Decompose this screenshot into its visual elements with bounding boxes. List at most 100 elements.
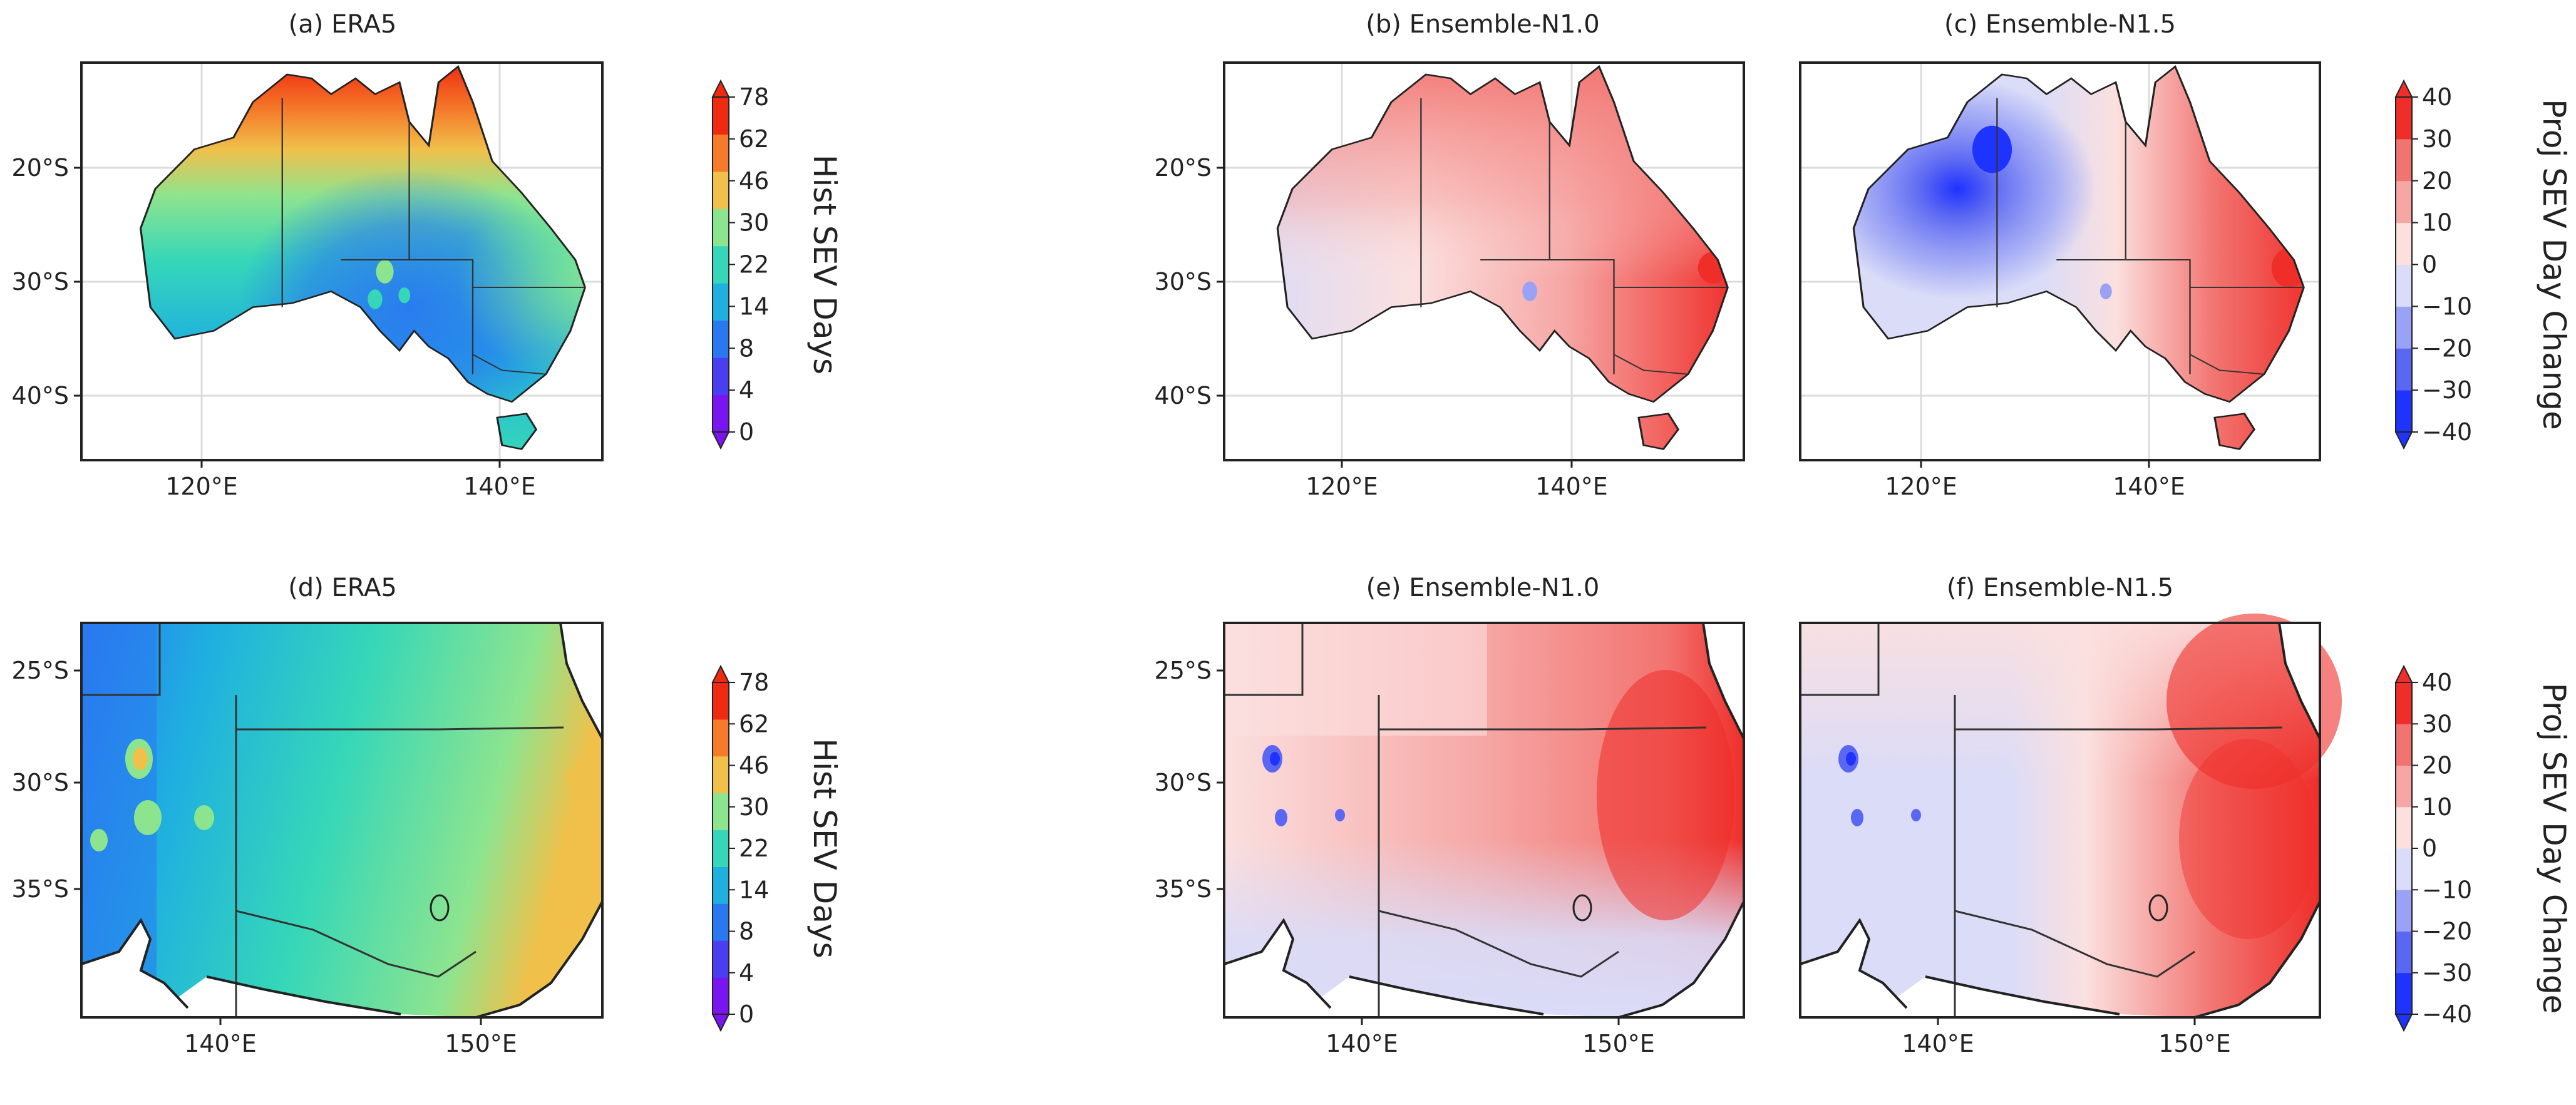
- proj-colorbar-tick-label: −20: [2422, 918, 2472, 945]
- panel-b-title: (b) Ensemble-N1.0: [1366, 10, 1599, 39]
- proj-colorbar-label: Proj SEV Day Change: [2536, 99, 2572, 430]
- panel-b-ytick-label: 20°S: [1155, 154, 1212, 182]
- hist-colorbar-tick-label: 30: [739, 793, 769, 821]
- panel-a-title: (a) ERA5: [289, 10, 397, 39]
- panel-e-data-field: [1224, 622, 1745, 1019]
- colorbar-hist-top: 0 4 8 14 22 30 46 62 78 Hist SEV Days: [711, 79, 843, 450]
- proj-colorbar-segment: [2396, 264, 2412, 307]
- hist-colorbar-tick-label: 0: [739, 418, 754, 446]
- panel-b-xtick-label: 120°E: [1306, 473, 1378, 500]
- hist-colorbar-tick-label: 4: [739, 376, 754, 404]
- proj-colorbar-tick-label: −10: [2422, 292, 2472, 320]
- hist-colorbar-tick-label: 62: [739, 125, 769, 153]
- proj-colorbar-segment: [2396, 848, 2412, 890]
- hist-colorbar-segment: [713, 903, 729, 941]
- proj-colorbar-tick-label: −20: [2422, 334, 2472, 362]
- hist-colorbar-segment: [713, 756, 729, 794]
- hist-colorbar-segment: [713, 719, 729, 757]
- panel-a-era5-australia: (a) ERA5: [12, 10, 604, 500]
- hist-colorbar-segment: [713, 208, 729, 247]
- panel-a-frame: [80, 61, 604, 461]
- proj-colorbar-tick-label: 0: [2422, 251, 2437, 279]
- hist-colorbar-segment: [713, 830, 729, 867]
- panel-c-title: (c) Ensemble-N1.5: [1944, 10, 2176, 39]
- hist-colorbar-segment: [713, 357, 729, 396]
- proj-colorbar-extend-min: [2394, 431, 2413, 450]
- proj-colorbar-segment: [2396, 348, 2412, 391]
- proj-colorbar-segment: [2396, 306, 2412, 349]
- proj-colorbar-tick-label: 30: [2422, 125, 2452, 153]
- hist-colorbar-tick-label: 46: [739, 752, 769, 779]
- proj-colorbar-tick-label: 20: [2422, 752, 2452, 779]
- panel-a-ytick-label: 40°S: [12, 382, 69, 409]
- proj-colorbar-tick-label: 40: [2422, 669, 2452, 696]
- panel-e-ytick-label: 30°S: [1155, 769, 1212, 796]
- hist-colorbar-segment: [713, 866, 729, 904]
- proj-colorbar-extend-max: [2394, 664, 2413, 683]
- proj-colorbar-segment: [2396, 806, 2412, 849]
- proj-colorbar-segment: [2396, 890, 2412, 932]
- proj-colorbar-tick-label: 10: [2422, 793, 2452, 821]
- panel-d-era5-southeast: (d) ERA5: [12, 573, 604, 1057]
- panel-c-data-field: [1819, 63, 2314, 457]
- panel-b-xtick-label: 140°E: [1535, 473, 1608, 500]
- panel-a-data-field: [106, 63, 595, 457]
- panel-f-data-field: [1800, 614, 2342, 1019]
- proj-colorbar-extend-max: [2394, 79, 2413, 98]
- proj-colorbar-segment: [2396, 724, 2412, 766]
- proj-colorbar-extend-min: [2394, 1014, 2413, 1032]
- hist-colorbar-label: Hist SEV Days: [806, 155, 843, 374]
- colorbar-proj-bottom: −40 −30 −20 −10 0 10 20 30 40 Proj SEV Day Change: [2394, 664, 2572, 1032]
- proj-colorbar-tick-label: 20: [2422, 167, 2452, 195]
- panel-a-axis-ticks: [74, 167, 501, 468]
- panel-f-axis-ticks: [1937, 1017, 2196, 1025]
- hist-colorbar-tick-label: 30: [739, 209, 769, 237]
- hist-colorbar-tick-label: 78: [739, 83, 769, 111]
- proj-colorbar-segment: [2396, 972, 2412, 1015]
- panel-d-axis-ticks: [74, 669, 482, 1025]
- hist-colorbar-segment: [713, 940, 729, 978]
- panel-b-data-field: [1243, 63, 1738, 457]
- proj-colorbar-label: Proj SEV Day Change: [2536, 683, 2572, 1014]
- panel-f-xtick-label: 150°E: [2158, 1030, 2231, 1057]
- proj-colorbar-segment: [2396, 931, 2412, 974]
- colorbar-proj-top: −40 −30 −20 −10 0 10 20 30 40 Proj SEV Day Change: [2394, 79, 2572, 450]
- hist-colorbar-tick-label: 46: [739, 167, 769, 195]
- hist-colorbar-segment: [713, 134, 729, 172]
- panel-c-xtick-label: 140°E: [2113, 473, 2185, 500]
- hist-colorbar-segment: [713, 171, 729, 209]
- panel-e-xtick-label: 140°E: [1326, 1030, 1398, 1057]
- proj-colorbar-tick-label: 40: [2422, 83, 2452, 111]
- panel-b-ytick-label: 40°S: [1155, 382, 1212, 409]
- panel-a-xtick-label: 120°E: [165, 473, 238, 500]
- proj-colorbar-segment: [2396, 390, 2412, 433]
- hist-colorbar-segment: [713, 97, 729, 135]
- hist-colorbar-tick-label: 0: [739, 1000, 754, 1028]
- proj-colorbar-tick-label: 10: [2422, 209, 2452, 237]
- proj-colorbar-segment: [2396, 765, 2412, 808]
- hist-colorbar-tick-label: 8: [739, 918, 754, 945]
- panel-f-xtick-label: 140°E: [1902, 1030, 1974, 1057]
- panel-d-title: (d) ERA5: [288, 573, 397, 602]
- panel-e-title: (e) Ensemble-N1.0: [1366, 573, 1600, 602]
- proj-colorbar-tick-label: −30: [2422, 959, 2472, 987]
- hist-colorbar-segment: [713, 283, 729, 321]
- proj-colorbar-segment: [2396, 180, 2412, 224]
- hist-colorbar-segment: [713, 793, 729, 831]
- hist-colorbar-tick-label: 8: [739, 334, 754, 362]
- panel-b-axis-ticks: [1217, 167, 1573, 468]
- hist-colorbar-tick-label: 62: [739, 710, 769, 738]
- panel-e-xtick-label: 150°E: [1582, 1030, 1655, 1057]
- proj-colorbar-tick-label: −40: [2422, 1000, 2472, 1028]
- hist-colorbar-tick-label: 14: [739, 876, 769, 903]
- panel-f-ensemble-n15-southeast: (f) Ensemble-N1.5: [1799, 573, 2342, 1057]
- hist-colorbar-tick-label: 78: [739, 669, 769, 696]
- hist-colorbar-extend-max: [711, 79, 730, 98]
- hist-colorbar-extend-min: [711, 431, 730, 450]
- panel-e-ytick-label: 25°S: [1155, 657, 1212, 684]
- proj-colorbar-tick-label: 30: [2422, 710, 2452, 738]
- hist-colorbar-extend-min: [711, 1014, 730, 1032]
- panel-d-ytick-label: 35°S: [12, 875, 69, 903]
- panel-e-axis-ticks: [1217, 669, 1620, 1025]
